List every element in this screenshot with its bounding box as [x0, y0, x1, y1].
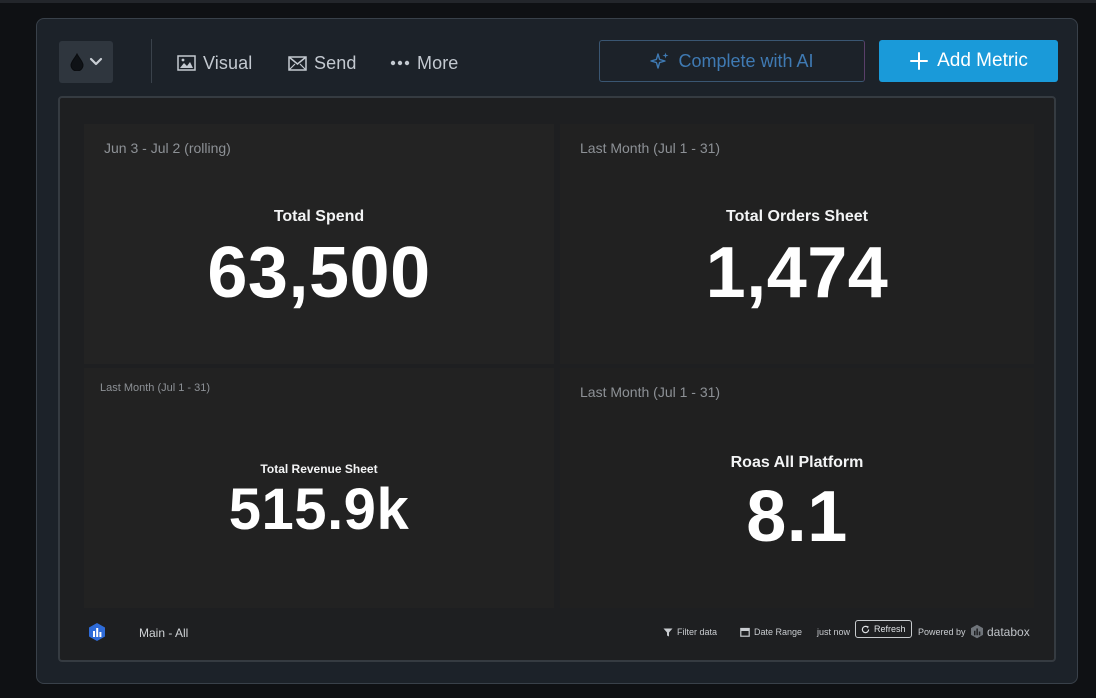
visual-label: Visual [203, 52, 253, 73]
databox-logo-icon[interactable] [88, 622, 106, 642]
databox-brand[interactable]: databox [970, 624, 1030, 639]
top-strip [0, 0, 1096, 3]
powered-by-text: Powered by [918, 627, 966, 637]
filter-data-button[interactable]: Filter data [663, 627, 717, 637]
tile-title: Roas All Platform [730, 454, 864, 471]
databox-brand-icon [971, 624, 983, 639]
metric-tile-total-orders[interactable]: Last Month (Jul 1 - 31) Total Orders She… [560, 124, 1034, 364]
sparkle-icon [650, 52, 669, 69]
more-label: More [417, 52, 459, 73]
tile-date-range: Last Month (Jul 1 - 31) [580, 384, 721, 400]
calendar-icon [740, 627, 750, 637]
tile-value: 8.1 [746, 477, 848, 557]
tile-value: 515.9k [228, 477, 410, 542]
filter-data-label: Filter data [677, 627, 718, 637]
tile-title: Total Orders Sheet [726, 208, 868, 225]
refresh-button[interactable]: Refresh [855, 620, 912, 638]
toolbar-divider [151, 39, 152, 83]
chevron-down-icon [89, 57, 102, 66]
board-name[interactable]: Main - All [139, 626, 189, 640]
metric-tile-total-revenue[interactable]: Last Month (Jul 1 - 31) Total Revenue Sh… [84, 368, 554, 608]
visual-button[interactable]: Visual [177, 49, 252, 77]
tile-date-range: Jun 3 - Jul 2 (rolling) [104, 140, 231, 156]
dashboard-frame: Visual Send More Complete with AI Add Me… [36, 18, 1078, 684]
dashboard-board: Jun 3 - Jul 2 (rolling) Total Spend 63,5… [58, 96, 1056, 662]
complete-with-ai-button[interactable]: Complete with AI [599, 40, 865, 82]
tile-date-range: Last Month (Jul 1 - 31) [580, 140, 721, 156]
refresh-icon [861, 625, 870, 633]
dashboard-footer: Main - All Filter data Date Range just n… [60, 612, 1054, 652]
metric-tile-total-spend[interactable]: Jun 3 - Jul 2 (rolling) Total Spend 63,5… [84, 124, 554, 364]
more-button[interactable]: More [390, 49, 458, 77]
tile-date-range: Last Month (Jul 1 - 31) [100, 382, 211, 394]
ai-label: Complete with AI [678, 50, 814, 71]
filter-icon [663, 628, 673, 636]
more-dots-icon [390, 60, 410, 66]
tile-value: 63,500 [207, 233, 431, 313]
tile-value: 1,474 [705, 233, 889, 313]
metric-tile-roas[interactable]: Last Month (Jul 1 - 31) Roas All Platfor… [560, 368, 1034, 608]
last-updated-text: just now [817, 627, 851, 637]
add-metric-button[interactable]: Add Metric [879, 40, 1058, 82]
plus-icon [910, 52, 929, 70]
brand-label: databox [987, 624, 1030, 639]
date-range-button[interactable]: Date Range [740, 627, 802, 637]
send-button[interactable]: Send [288, 49, 356, 77]
theme-dropdown-button[interactable] [59, 41, 113, 83]
send-label: Send [314, 52, 357, 73]
refresh-label: Refresh [874, 624, 906, 634]
envelope-icon [288, 55, 307, 71]
image-icon [177, 55, 196, 71]
tile-title: Total Spend [273, 208, 365, 225]
tile-title: Total Revenue Sheet [260, 462, 378, 476]
drop-icon [69, 53, 84, 71]
date-range-label: Date Range [754, 627, 803, 637]
add-metric-label: Add Metric [937, 50, 1028, 71]
